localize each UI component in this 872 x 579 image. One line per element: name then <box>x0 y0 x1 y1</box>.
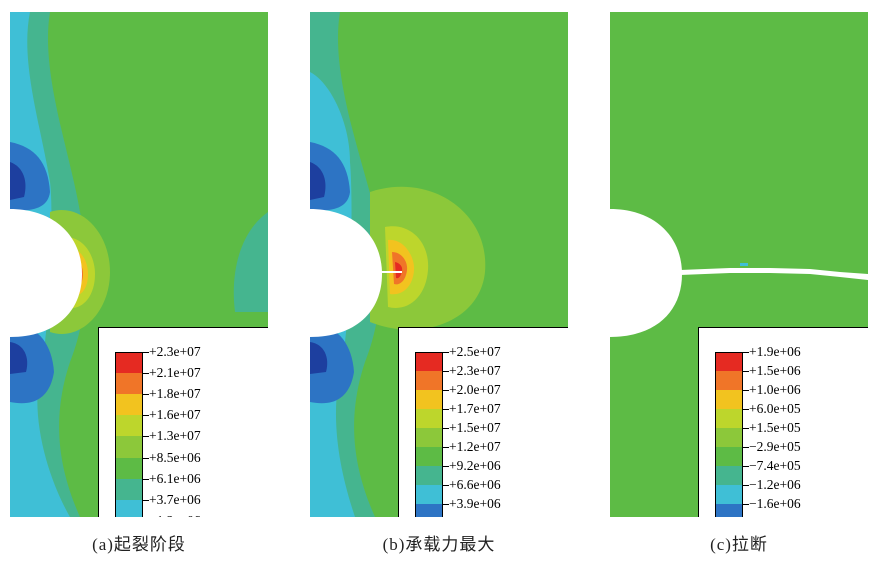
legend-label: −2.9e+05 <box>749 439 801 454</box>
legend-label: −2.1e+06 <box>749 516 801 518</box>
legend-label: −1.6e+06 <box>749 496 801 511</box>
legend-swatch <box>415 371 443 390</box>
contour-panel-b: +2.5e+07 +2.3e+07 +2.0e+07 +1.7e+07 +1.5e+07… <box>310 12 568 517</box>
legend-swatch <box>115 457 143 479</box>
legend-tick <box>443 371 449 372</box>
legend-label: +6.6e+06 <box>449 477 501 492</box>
legend-tick <box>143 352 149 353</box>
legend-tick <box>443 447 449 448</box>
legend-swatch <box>115 373 143 395</box>
legend-swatch <box>715 409 743 428</box>
legend-swatch <box>115 499 143 517</box>
legend-swatch <box>415 504 443 517</box>
contour-plot-a <box>10 12 268 517</box>
contour-panel-c: +1.9e+06 +1.5e+06 +1.0e+06 +6.0e+05 +1.5e+05… <box>610 12 868 517</box>
legend-swatch <box>115 394 143 416</box>
legend-tick <box>743 371 749 372</box>
legend-swatch <box>715 485 743 504</box>
legend-label: +1.5e+06 <box>749 363 801 378</box>
legend-label: +1.2e+06 <box>449 516 501 518</box>
legend-tick <box>143 373 149 375</box>
legend-swatch <box>715 466 743 485</box>
legend-a: +2.3e+07 +2.1e+07 +1.8e+07 +1.6e+07 +1.3e+07… <box>98 327 268 517</box>
caption-c: (c)拉断 <box>710 535 768 554</box>
legend-tick <box>743 352 749 353</box>
legend-b: +2.5e+07 +2.3e+07 +2.0e+07 +1.7e+07 +1.5e+07… <box>398 327 568 517</box>
legend-label: +2.0e+07 <box>449 382 501 397</box>
legend-label: +2.3e+07 <box>449 363 501 378</box>
legend-tick <box>143 499 149 501</box>
legend-label: +8.5e+06 <box>149 449 201 465</box>
legend-tick <box>443 409 449 410</box>
legend-label: +1.3e+07 <box>149 428 201 444</box>
legend-swatch <box>715 428 743 447</box>
legend-tick <box>743 504 749 505</box>
legend-label: +6.1e+06 <box>149 470 201 486</box>
legend-tick <box>743 390 749 391</box>
legend-label: +3.7e+06 <box>149 491 201 507</box>
legend-swatch <box>715 390 743 409</box>
legend-swatch <box>415 466 443 485</box>
legend-swatch <box>415 447 443 466</box>
legend-label: +2.1e+07 <box>149 365 201 381</box>
legend-tick <box>443 428 449 429</box>
legend-tick <box>143 394 149 396</box>
contour-panel-a: +2.3e+07 +2.1e+07 +1.8e+07 +1.6e+07 +1.3e+07… <box>10 12 268 517</box>
legend-swatch <box>415 390 443 409</box>
legend-swatch <box>115 478 143 500</box>
legend-label: +1.2e+07 <box>449 439 501 454</box>
legend-swatch <box>715 447 743 466</box>
legend-tick <box>443 466 449 467</box>
legend-tick <box>443 390 449 391</box>
legend-label: +1.5e+05 <box>749 420 801 435</box>
legend-label: −7.4e+05 <box>749 458 801 473</box>
legend-label: +1.5e+07 <box>449 420 501 435</box>
legend-swatch <box>415 428 443 447</box>
legend-swatch <box>415 409 443 428</box>
legend-swatch <box>715 504 743 517</box>
legend-label: −1.2e+06 <box>749 477 801 492</box>
legend-label: +2.3e+07 <box>149 344 201 359</box>
legend-label: +1.8e+07 <box>149 386 201 402</box>
legend-swatch <box>415 485 443 504</box>
legend-tick <box>443 504 449 505</box>
legend-label: +1.9e+06 <box>749 344 801 359</box>
caption-a: (a)起裂阶段 <box>92 535 186 554</box>
legend-label: +1.2e+06 <box>149 513 201 517</box>
legend-swatch <box>715 371 743 390</box>
legend-label: +1.6e+07 <box>149 407 201 423</box>
legend-label: +2.5e+07 <box>449 344 501 359</box>
legend-tick <box>443 485 449 486</box>
legend-label: +1.0e+06 <box>749 382 801 397</box>
legend-tick <box>743 428 749 429</box>
legend-swatch <box>115 436 143 458</box>
legend-label: +1.7e+07 <box>449 401 501 416</box>
legend-tick <box>143 478 149 480</box>
legend-tick <box>443 352 449 353</box>
legend-c: +1.9e+06 +1.5e+06 +1.0e+06 +6.0e+05 +1.5e+05… <box>698 327 868 517</box>
legend-tick <box>743 466 749 467</box>
legend-label: +6.0e+05 <box>749 401 801 416</box>
caption-b: (b)承载力最大 <box>382 535 496 554</box>
legend-tick <box>743 409 749 410</box>
legend-tick <box>743 447 749 448</box>
legend-tick <box>143 415 149 417</box>
legend-tick <box>143 457 149 459</box>
legend-tick <box>743 485 749 486</box>
legend-swatch <box>115 415 143 437</box>
legend-label: +3.9e+06 <box>449 496 501 511</box>
legend-swatch <box>115 352 143 374</box>
legend-tick <box>143 436 149 438</box>
legend-swatch <box>715 352 743 371</box>
legend-label: +9.2e+06 <box>449 458 501 473</box>
legend-swatch <box>415 352 443 371</box>
